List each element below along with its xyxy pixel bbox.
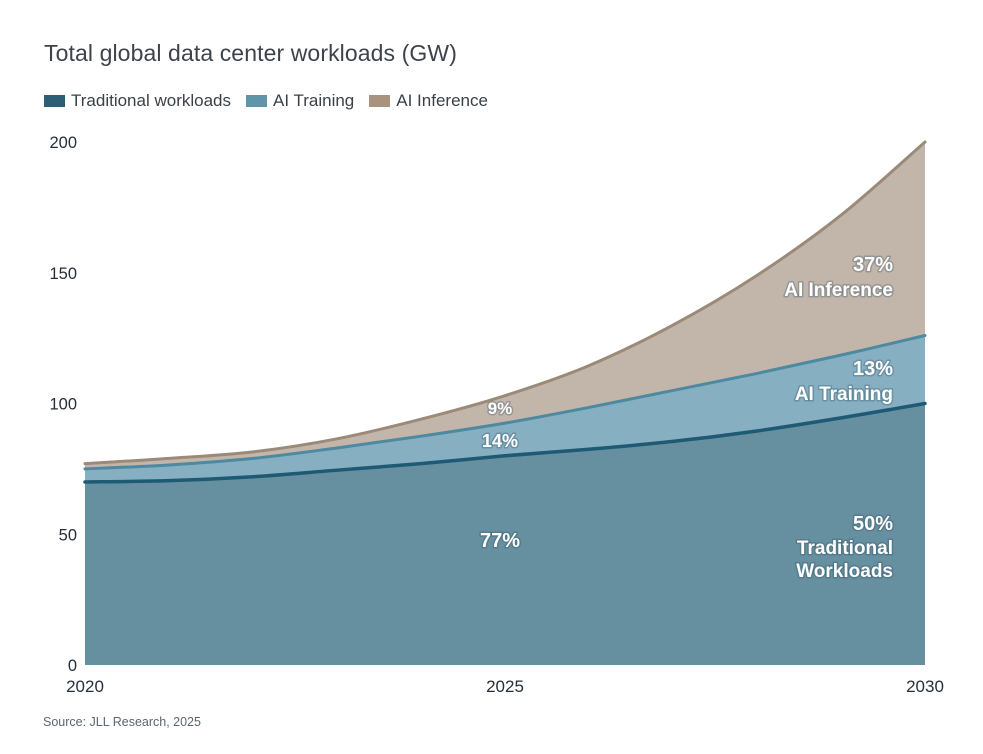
legend-label-traditional: Traditional workloads xyxy=(71,91,231,110)
legend-label-ai-training: AI Training xyxy=(273,91,355,110)
legend-swatch-ai-inference-icon xyxy=(369,95,391,107)
area-traditional-workloads xyxy=(85,403,925,665)
chart-title: Total global data center workloads (GW) xyxy=(44,40,457,66)
area-annotation-6: AI Training xyxy=(795,384,893,405)
x-axis-tick-2020: 2020 xyxy=(66,677,104,696)
y-axis-tick-50: 50 xyxy=(59,526,77,544)
edge-ai-inference xyxy=(83,140,927,466)
area-annotation-7: 50% xyxy=(853,513,893,535)
area-annotation-5: 13% xyxy=(853,358,893,380)
x-axis-tick-2030: 2030 xyxy=(906,677,944,696)
area-annotation-9: Workloads xyxy=(796,561,893,582)
area-annotation-3: 37% xyxy=(853,254,893,276)
legend-item-ai-inference: AI Inference xyxy=(369,91,488,111)
edge-traditional-workloads xyxy=(83,401,927,484)
y-axis-tick-0: 0 xyxy=(68,657,77,675)
area-annotation-2: 77% xyxy=(480,530,520,552)
legend-item-traditional-workloads: Traditional workloads xyxy=(44,91,231,111)
area-ai-inference xyxy=(85,142,925,469)
legend-swatch-traditional-icon xyxy=(44,95,65,107)
area-annotation-1: 14% xyxy=(482,431,518,451)
area-annotation-0: 9% xyxy=(488,399,513,418)
area-annotation-8: Traditional xyxy=(797,538,893,559)
y-axis-tick-200: 200 xyxy=(49,134,77,152)
chart-legend: Traditional workloads AI Training AI Inf… xyxy=(44,91,488,111)
source-note: Source: JLL Research, 2025 xyxy=(43,715,201,729)
y-axis-tick-100: 100 xyxy=(49,396,77,414)
area-annotation-4: AI Inference xyxy=(784,280,893,301)
y-axis-tick-150: 150 xyxy=(49,265,77,283)
legend-swatch-ai-training-icon xyxy=(246,95,267,107)
area-ai-training xyxy=(85,335,925,482)
edge-ai-training xyxy=(83,334,927,471)
x-axis-tick-2025: 2025 xyxy=(486,677,524,696)
legend-item-ai-training: AI Training xyxy=(246,91,354,111)
legend-label-ai-inference: AI Inference xyxy=(396,91,488,110)
